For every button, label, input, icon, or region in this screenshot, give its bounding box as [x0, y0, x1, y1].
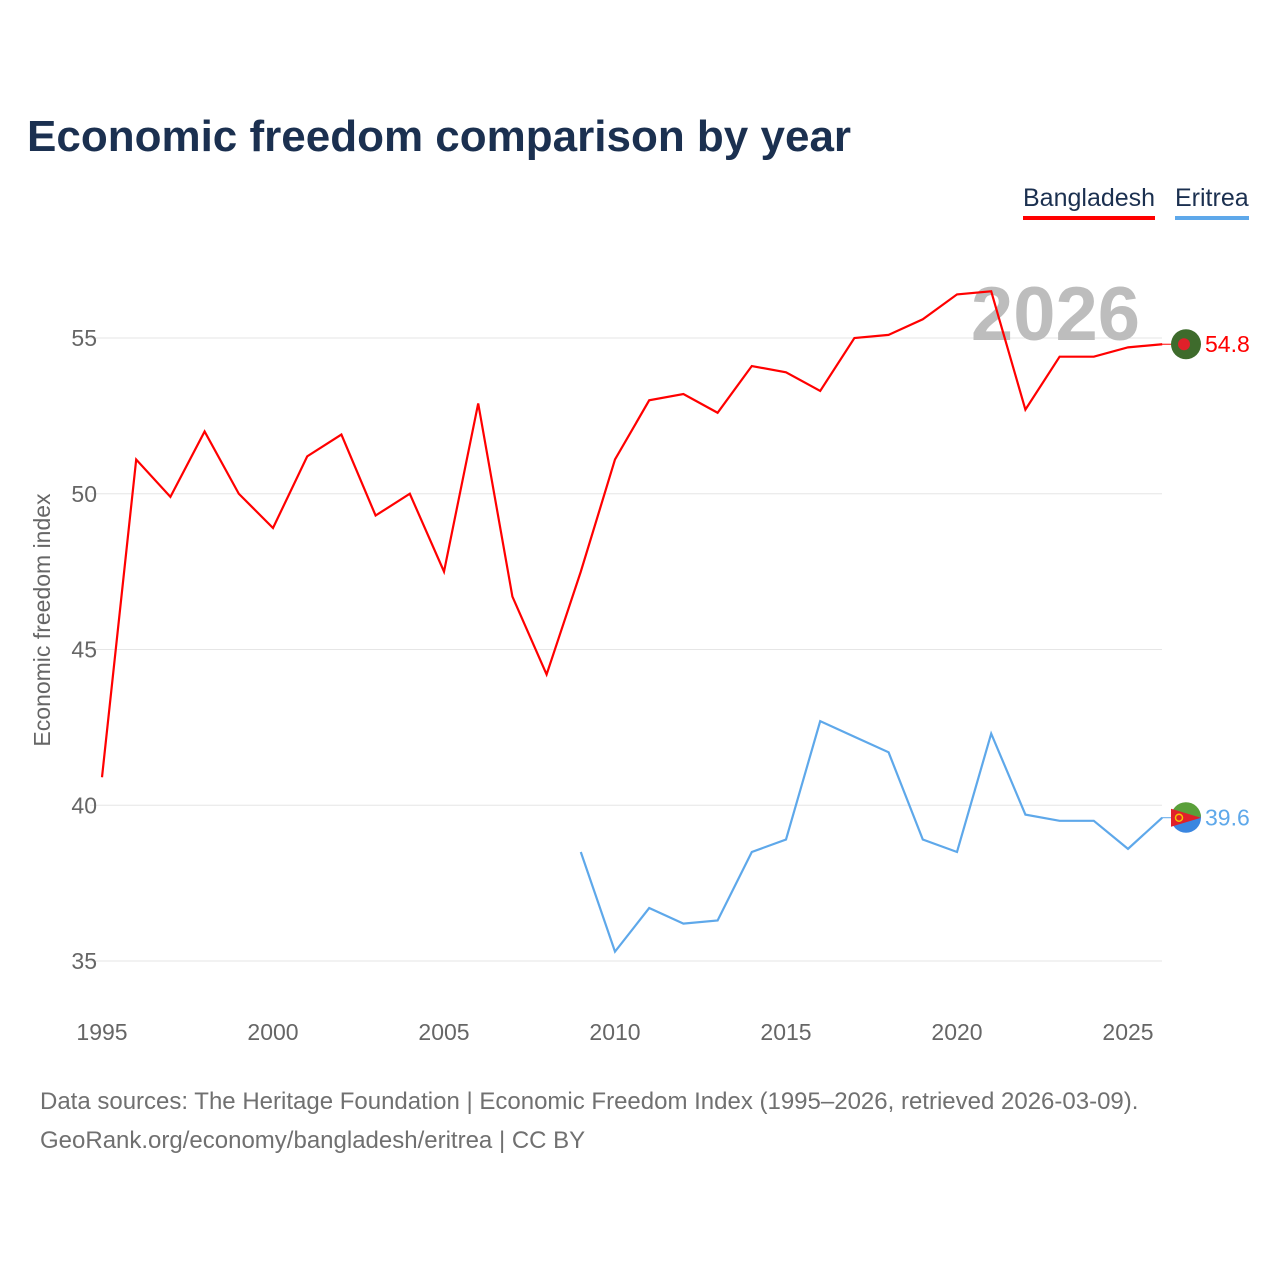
footer-sources: Data sources: The Heritage Foundation | …: [40, 1088, 1139, 1115]
series-line-bangladesh: [100, 290, 1163, 778]
legend-eritrea[interactable]: Eritrea: [1175, 184, 1249, 220]
year-watermark: 2026: [971, 272, 1140, 357]
y-tick-label: 45: [71, 637, 97, 663]
y-tick-label: 55: [71, 325, 97, 351]
chart-title: Economic freedom comparison by year: [27, 112, 852, 161]
y-axis-label: Economic freedom index: [29, 493, 55, 747]
x-tick-label: 2020: [931, 1019, 982, 1045]
end-value-label: 54.8: [1205, 331, 1250, 357]
footer-credit: GeoRank.org/economy/bangladesh/eritrea |…: [40, 1127, 586, 1154]
series-line-eritrea: [579, 719, 1163, 954]
flag-red: [1171, 808, 1201, 827]
flag-emblem: [1174, 813, 1184, 822]
x-tick-label: 2005: [418, 1019, 469, 1045]
end-value-label: 39.6: [1205, 805, 1250, 831]
y-tick-label: 50: [71, 481, 97, 507]
legend-bangladesh[interactable]: Bangladesh: [1023, 184, 1156, 220]
x-tick-label: 1995: [76, 1019, 127, 1045]
flag-disc: [1178, 338, 1190, 351]
x-tick-label: 2025: [1102, 1019, 1153, 1045]
y-tick-label: 40: [71, 792, 97, 818]
x-tick-label: 2000: [247, 1019, 298, 1045]
y-tick-label: 35: [71, 948, 97, 974]
x-tick-label: 2010: [589, 1019, 640, 1045]
x-tick-label: 2015: [760, 1019, 811, 1045]
